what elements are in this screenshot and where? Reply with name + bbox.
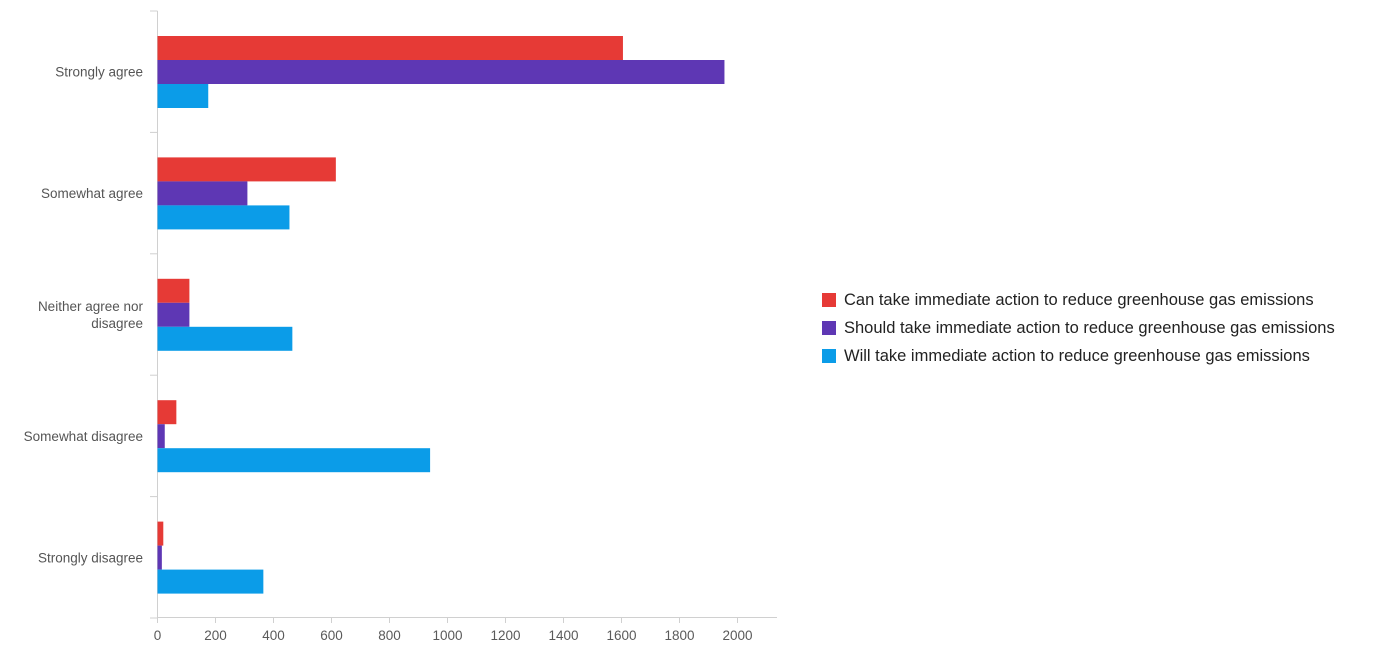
category-label-4: Strongly disagree [38,550,143,565]
category-label-1: Somewhat agree [41,186,143,201]
x-tick-label-2000: 2000 [722,628,752,643]
bar-can-2[interactable] [157,278,190,303]
legend-swatch-will [822,349,836,363]
bar-should-1[interactable] [157,181,248,206]
x-tick-label-600: 600 [320,628,343,643]
bar-will-2[interactable] [157,326,293,351]
bar-can-1[interactable] [157,157,336,182]
bar-should-3[interactable] [157,424,165,449]
x-tick-label-1400: 1400 [548,628,578,643]
category-labels: Strongly agree Somewhat agree Neither agre… [24,65,144,566]
legend-swatch-can [822,293,836,307]
bar-will-1[interactable] [157,205,290,230]
category-label-2-line-0: Neither agree nor [38,299,144,314]
bar-should-4[interactable] [157,545,162,570]
bar-will-4[interactable] [157,569,264,594]
bar-can-3[interactable] [157,400,177,425]
bar-will-3[interactable] [157,448,431,473]
x-tick-label-1200: 1200 [490,628,520,643]
bars-group [157,36,725,594]
x-tick-label-1800: 1800 [664,628,694,643]
category-label-0: Strongly agree [55,65,143,80]
legend-swatch-should [822,321,836,335]
legend: Can take immediate action to reduce gree… [822,286,1335,370]
x-axis-ticks: 0 200 400 600 800 1000 1200 1400 1600 1800 2000 [154,617,753,643]
category-label-2-line-1: disagree [91,316,143,331]
x-tick-label-200: 200 [204,628,227,643]
bar-can-4[interactable] [157,521,164,546]
bar-can-0[interactable] [157,36,623,60]
y-axis-ticks [150,10,158,619]
legend-label-will: Will take immediate action to reduce gre… [844,346,1310,365]
legend-label-can: Can take immediate action to reduce gree… [844,290,1314,309]
legend-item-should[interactable]: Should take immediate action to reduce g… [822,314,1335,342]
x-tick-label-1000: 1000 [432,628,462,643]
legend-label-should: Should take immediate action to reduce g… [844,318,1335,337]
legend-item-can[interactable]: Can take immediate action to reduce gree… [822,286,1335,314]
legend-item-will[interactable]: Will take immediate action to reduce gre… [822,342,1335,370]
x-tick-label-0: 0 [154,628,162,643]
bar-should-0[interactable] [157,60,725,84]
x-tick-label-1600: 1600 [606,628,636,643]
category-label-3: Somewhat disagree [24,429,143,444]
x-tick-label-800: 800 [378,628,401,643]
x-tick-label-400: 400 [262,628,285,643]
bar-will-0[interactable] [157,84,209,108]
bar-should-2[interactable] [157,302,190,327]
